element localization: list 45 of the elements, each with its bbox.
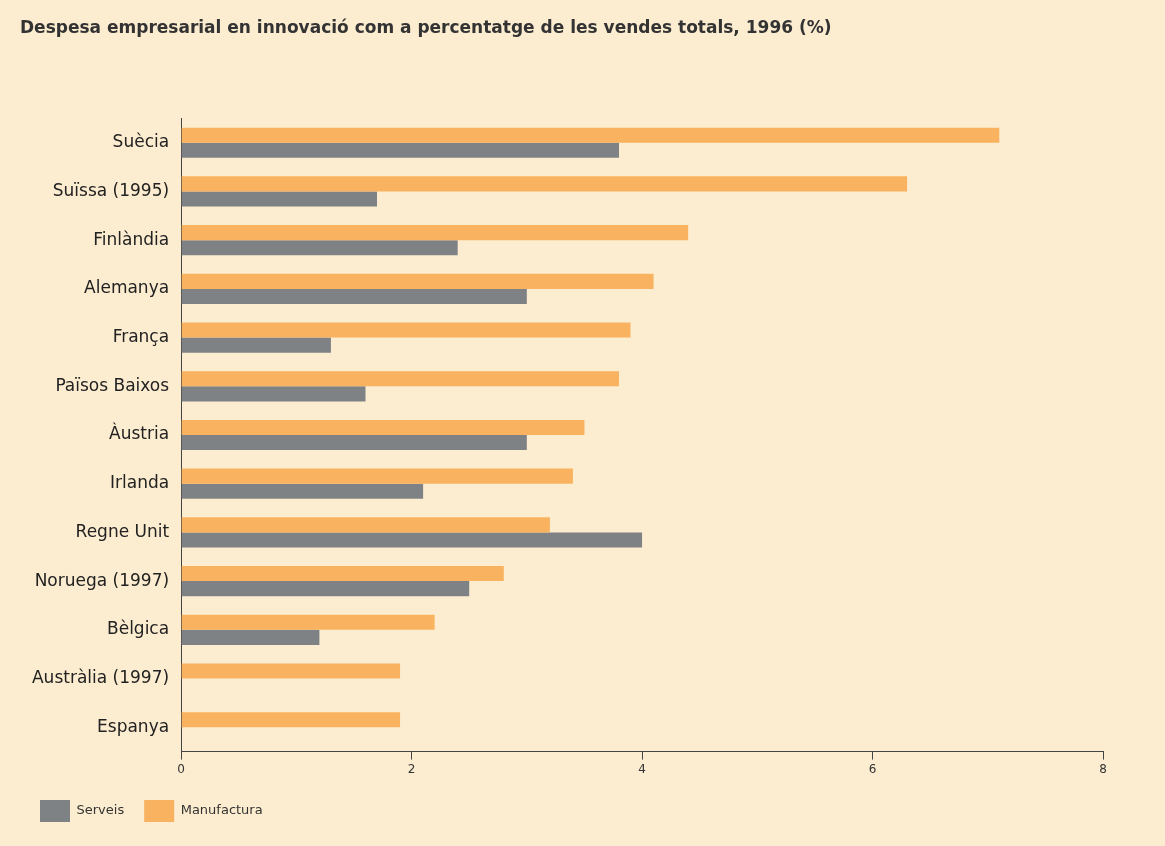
x-tick-label: 2 — [407, 761, 416, 776]
y-tick-label: Bèlgica — [107, 618, 170, 639]
y-tick-label: Països Baixos — [55, 374, 170, 395]
bar — [181, 176, 908, 192]
bar — [181, 371, 620, 387]
y-tick-label: Irlanda — [109, 472, 170, 493]
bar — [181, 712, 401, 728]
bar — [181, 225, 689, 241]
bar — [181, 386, 366, 402]
bar — [181, 337, 331, 353]
chart-title: Despesa empresarial en innovació com a percentatge de les vendes totals, 1996 (%) — [20, 16, 832, 37]
bar — [181, 629, 320, 645]
bar — [181, 322, 631, 338]
y-tick-label: Suècia — [112, 131, 170, 152]
x-tick-label: 8 — [1099, 761, 1107, 776]
bar — [181, 483, 424, 499]
bar — [181, 419, 585, 435]
y-tick-label: Espanya — [97, 715, 170, 736]
y-tick-label: Finlàndia — [93, 228, 170, 249]
bar — [181, 240, 458, 256]
y-tick-label: Suïssa (1995) — [52, 179, 170, 200]
y-tick-label: Alemanya — [84, 277, 170, 298]
bar — [181, 581, 470, 597]
bar — [181, 142, 620, 158]
bar — [181, 191, 378, 207]
bar — [181, 468, 573, 484]
bar — [181, 435, 527, 451]
bar — [181, 127, 1000, 143]
legend-label: Manufactura — [180, 802, 263, 818]
x-tick-label: 6 — [868, 761, 877, 776]
bar — [181, 517, 550, 533]
bar — [181, 566, 504, 582]
bar — [181, 273, 654, 289]
y-tick-label: França — [112, 326, 170, 347]
y-tick-label: Regne Unit — [75, 520, 170, 541]
y-tick-label: Austràlia (1997) — [31, 666, 170, 687]
y-tick-label: Àustria — [109, 422, 170, 444]
bar — [181, 663, 401, 679]
legend-label: Serveis — [76, 802, 125, 818]
bar — [181, 288, 527, 304]
y-tick-label: Noruega (1997) — [34, 569, 170, 590]
x-tick-label: 4 — [638, 761, 646, 776]
bar — [181, 614, 435, 630]
bar — [181, 532, 643, 548]
x-tick-label: 0 — [177, 761, 185, 776]
